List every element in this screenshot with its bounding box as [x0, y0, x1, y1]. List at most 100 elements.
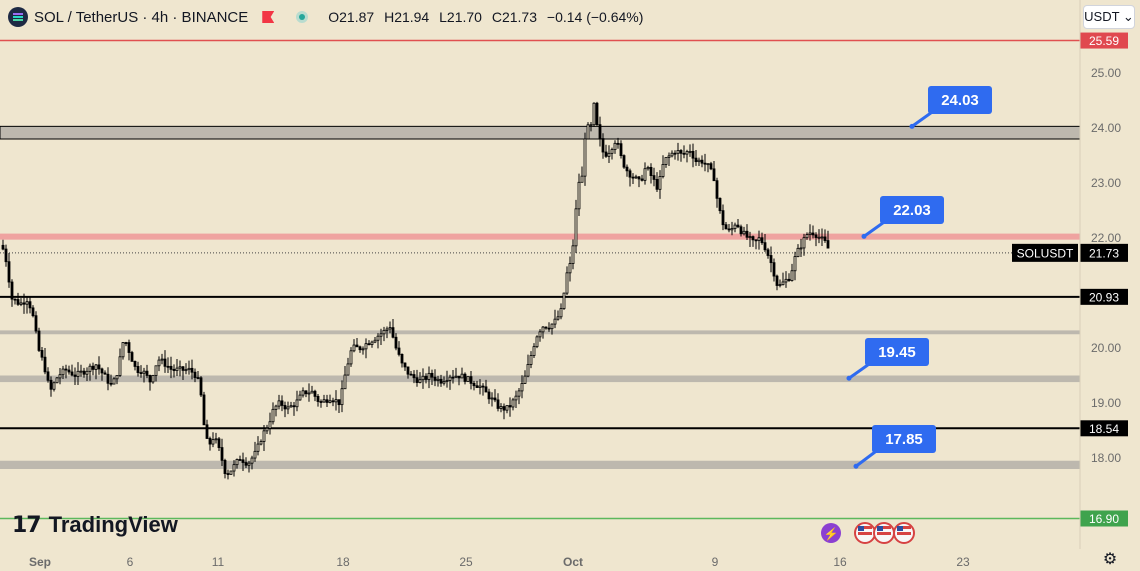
- gear-icon[interactable]: ⚙: [1102, 551, 1118, 568]
- us-flag-stripe-a-0: [858, 526, 872, 529]
- candle-body-239: [718, 197, 722, 212]
- us-flag-stripe-a-2: [897, 526, 911, 529]
- candle-body-266: [799, 247, 803, 250]
- candle-body-248: [745, 230, 749, 238]
- candle-body-106: [319, 401, 323, 403]
- zone-0: [0, 125, 1081, 140]
- callout-anchor-0: [909, 123, 915, 129]
- candle-body-180: [541, 326, 545, 333]
- price-label-bg-3: [1080, 510, 1128, 527]
- candle-body-89: [268, 421, 272, 429]
- candle-body-172: [517, 390, 521, 397]
- candle-body-75: [226, 473, 230, 475]
- candle-body-211: [634, 176, 638, 179]
- candle-body-247: [742, 230, 746, 235]
- candle-body-6: [19, 302, 23, 305]
- candle-body-245: [736, 224, 740, 228]
- candle-body-129: [388, 327, 392, 330]
- candle-body-199: [598, 124, 602, 139]
- candle-body-237: [712, 168, 716, 182]
- candle-body-157: [472, 382, 476, 387]
- candle-body-71: [214, 438, 218, 441]
- candle-body-93: [280, 400, 284, 406]
- candle-body-125: [376, 335, 380, 341]
- candle-body-20: [61, 368, 65, 376]
- callout-label-2: 19.45: [878, 344, 916, 361]
- candle-body-59: [178, 366, 182, 369]
- currency-selector[interactable]: USDT ⌄: [1083, 5, 1135, 29]
- candle-body-161: [484, 386, 488, 393]
- us-flag-stripe-b-0: [858, 532, 872, 535]
- candle-body-160: [481, 385, 485, 388]
- candle-body-8: [25, 301, 29, 305]
- candle-body-82: [247, 462, 251, 466]
- candle-body-169: [508, 405, 512, 408]
- symbol-header: SOL / TetherUS · 4h · BINANCE O21.87 H21…: [8, 6, 649, 28]
- candle-body-80: [241, 459, 245, 463]
- candle-body-254: [763, 242, 767, 251]
- y-tick-5: 19.00: [1091, 396, 1121, 410]
- candle-body-43: [130, 352, 134, 362]
- candle-body-259: [778, 284, 782, 287]
- candle-body-230: [691, 150, 695, 159]
- candle-body-190: [571, 245, 575, 264]
- candle-body-120: [361, 348, 365, 351]
- candle-body-94: [283, 405, 287, 410]
- candle-body-27: [82, 370, 86, 375]
- candle-body-231: [694, 157, 698, 163]
- candle-body-54: [163, 358, 167, 367]
- tradingview-logo[interactable]: 17 TradingView: [12, 512, 178, 538]
- candle-body-179: [538, 331, 542, 338]
- candle-body-86: [259, 441, 263, 445]
- candle-body-0: [1, 244, 5, 250]
- candle-body-197: [592, 102, 596, 126]
- candle-body-123: [370, 341, 374, 345]
- candle-body-117: [352, 344, 356, 352]
- candle-body-76: [229, 470, 233, 475]
- candle-body-168: [505, 405, 509, 411]
- candle-body-205: [616, 142, 620, 145]
- candle-body-37: [112, 378, 116, 385]
- candle-body-66: [199, 377, 203, 396]
- candle-body-162: [487, 391, 491, 400]
- candle-body-40: [121, 342, 125, 358]
- candle-body-17: [52, 382, 56, 390]
- candle-body-271: [814, 234, 818, 238]
- candle-body-255: [766, 249, 770, 256]
- candle-body-186: [559, 308, 563, 318]
- candle-body-104: [313, 390, 317, 397]
- candle-body-107: [322, 399, 326, 403]
- candle-body-224: [673, 152, 677, 155]
- callout-box-0: [928, 86, 992, 114]
- candle-body-135: [406, 366, 410, 375]
- candle-body-166: [499, 406, 503, 409]
- candle-body-15: [46, 371, 50, 381]
- price-label-3: 16.90: [1089, 512, 1119, 526]
- candle-body-149: [448, 376, 452, 381]
- candle-body-195: [586, 124, 590, 140]
- open-value: O21.87: [328, 9, 375, 25]
- candle-body-67: [202, 394, 206, 426]
- candle-body-258: [775, 275, 779, 286]
- candle-body-191: [574, 208, 578, 247]
- candle-body-171: [514, 395, 518, 401]
- candle-body-137: [412, 374, 416, 379]
- flag-icon[interactable]: [262, 11, 275, 23]
- x-tick-4: 25: [459, 555, 473, 569]
- candle-body-182: [547, 327, 551, 330]
- candle-body-227: [682, 152, 686, 155]
- candle-body-92: [277, 400, 281, 407]
- candle-body-108: [325, 399, 329, 403]
- candle-body-203: [610, 149, 614, 154]
- candle-body-53: [160, 358, 164, 361]
- candle-body-60: [181, 366, 185, 371]
- candle-body-174: [523, 375, 527, 384]
- low-value: L21.70: [439, 9, 482, 25]
- candle-body-42: [127, 342, 131, 353]
- candle-body-128: [385, 328, 389, 331]
- candle-body-9: [28, 301, 32, 309]
- candle-body-57: [172, 368, 176, 371]
- symbol-title[interactable]: SOL / TetherUS · 4h · BINANCE: [34, 8, 249, 26]
- candle-body-265: [796, 247, 800, 258]
